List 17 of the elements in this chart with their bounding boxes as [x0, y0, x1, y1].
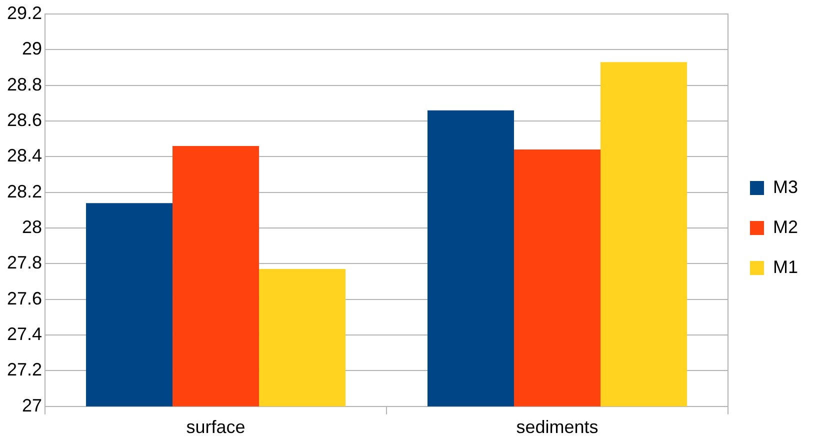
y-tick-label: 27.8: [6, 252, 42, 273]
y-tick-label: 28.8: [6, 74, 42, 94]
legend-label: M1: [772, 256, 798, 277]
y-tick-label: 29.2: [6, 2, 42, 23]
y-tick-label: 27.6: [6, 288, 42, 308]
x-tick-label: sediments: [516, 417, 598, 438]
legend-label: M2: [772, 216, 798, 237]
legend-label: M3: [772, 176, 798, 197]
y-tick-label: 27.4: [6, 324, 42, 344]
y-tick-label: 28.2: [6, 181, 42, 202]
y-tick-label: 28.6: [6, 110, 42, 130]
y-tick-label: 28: [22, 217, 42, 238]
y-tick-label: 27: [22, 395, 42, 416]
x-tick-label: surface: [186, 417, 246, 438]
y-tick-label: 28.4: [6, 146, 42, 166]
y-tick-label: 29: [22, 38, 42, 59]
y-tick-label: 27.2: [6, 360, 42, 380]
